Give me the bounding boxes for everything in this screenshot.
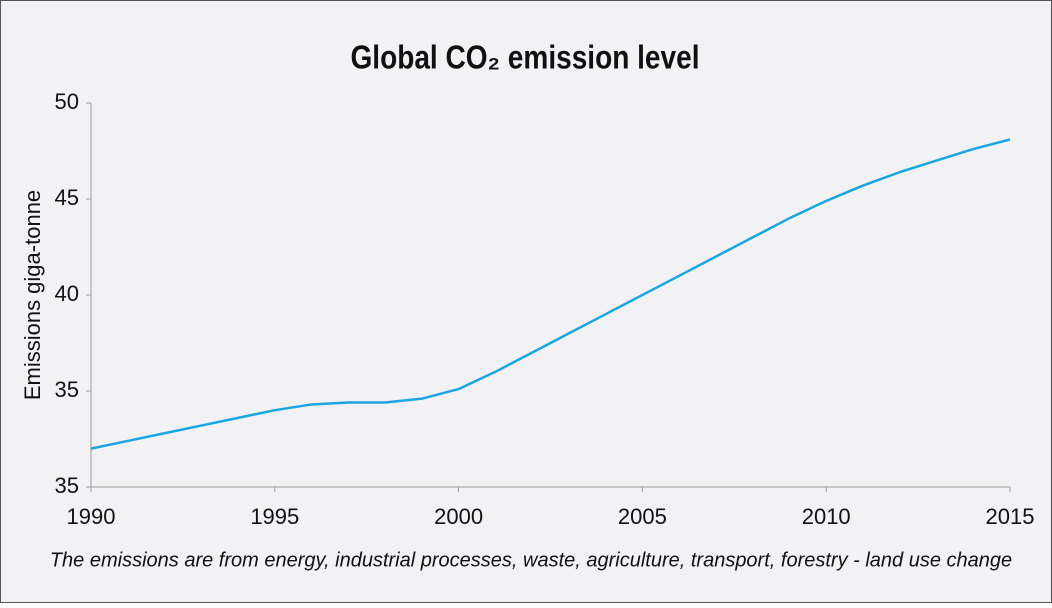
chart-title: Global CO₂ emission level xyxy=(350,40,699,77)
x-tick-label: 1995 xyxy=(250,504,299,529)
x-tick-label: 2010 xyxy=(802,504,851,529)
y-tick-label: 40 xyxy=(55,281,79,306)
x-tick-label: 2000 xyxy=(434,504,483,529)
y-tick-label: 45 xyxy=(55,185,79,210)
footnote: The emissions are from energy, industria… xyxy=(50,549,1012,571)
x-tick-label: 2015 xyxy=(986,504,1035,529)
y-tick-label: 35 xyxy=(55,473,79,498)
x-tick-label: 2005 xyxy=(618,504,667,529)
y-tick-label: 50 xyxy=(55,89,79,114)
data-line xyxy=(90,138,1011,450)
y-tick-label: 35 xyxy=(55,377,79,402)
x-tick-label: 1990 xyxy=(67,504,116,529)
y-axis-label: Emissions giga-tonne xyxy=(20,190,45,400)
